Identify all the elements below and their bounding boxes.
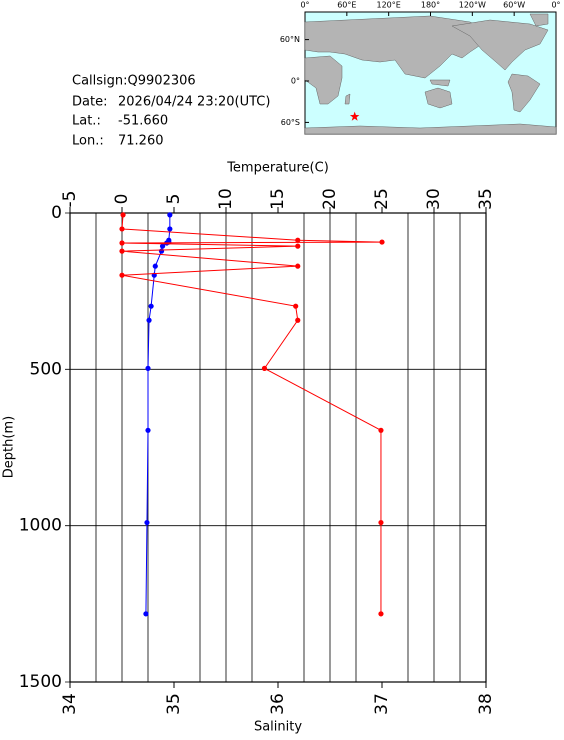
x-tick-label: 37 xyxy=(372,693,392,715)
profile-point xyxy=(119,272,125,278)
south-america xyxy=(507,73,541,113)
profile-point xyxy=(379,239,385,245)
indonesia xyxy=(429,79,451,87)
profile-point xyxy=(119,240,125,246)
madagascar xyxy=(344,93,351,105)
profile-point xyxy=(120,212,126,218)
x2-tick-label: 5 xyxy=(164,194,184,205)
australia xyxy=(424,87,453,109)
greenland xyxy=(529,13,549,27)
date-label: Date: xyxy=(72,95,107,110)
world-map: 0° 60°E 120°E 180° 120°W 60°W 0° 60°N 0° 60°S xyxy=(280,1,561,135)
profile-point xyxy=(143,611,149,617)
profile-point xyxy=(119,248,125,254)
map-lon-label: 0° xyxy=(551,1,560,10)
y-tick-label: 0 xyxy=(51,203,62,223)
x-tick-label: 36 xyxy=(268,693,288,715)
y-axis-title: Depth(m) xyxy=(2,416,17,478)
profile-point xyxy=(158,248,165,254)
profile-point xyxy=(144,519,150,526)
profile-point xyxy=(148,303,154,309)
x-axis-title: Salinity xyxy=(254,720,302,735)
x2-tick-label: 10 xyxy=(216,188,236,210)
profile-point xyxy=(295,263,301,269)
x-tick-label: 38 xyxy=(476,693,496,715)
profile-point xyxy=(145,427,151,433)
x2-tick-label: 15 xyxy=(268,188,288,210)
profile-point xyxy=(152,263,158,269)
profile-point xyxy=(378,519,384,526)
lat-value: -51.660 xyxy=(118,114,168,129)
x-tick-label: 34 xyxy=(60,693,80,715)
map-lon-label: 60°E xyxy=(337,1,356,10)
profile-point xyxy=(295,317,301,323)
lon-label: Lon.: xyxy=(72,134,104,149)
profile-point xyxy=(378,611,384,617)
map-lon-label: 120°W xyxy=(459,1,486,10)
lat-label: Lat.: xyxy=(72,114,101,129)
profile-point xyxy=(295,237,301,243)
map-lat-label: 0° xyxy=(291,77,300,86)
map-lon-label: 0° xyxy=(300,1,309,10)
map-lat-label: 60°S xyxy=(281,118,300,127)
profile-point xyxy=(295,243,301,249)
profile-point xyxy=(145,365,151,371)
profile-point xyxy=(119,226,125,232)
map-lon-label: 120°E xyxy=(377,1,401,10)
x2-tick-label: 20 xyxy=(320,188,340,210)
x-tick-label: 35 xyxy=(164,693,184,715)
profile-point xyxy=(159,243,166,249)
x2-tick-label: 25 xyxy=(372,188,392,210)
x2-tick-label: -5 xyxy=(60,191,80,208)
map-lon-label: 180° xyxy=(421,1,440,10)
plot-frame xyxy=(69,212,487,683)
callsign: Callsign:Q9902306 xyxy=(72,74,196,89)
float-location xyxy=(349,111,360,121)
profile-point xyxy=(378,427,384,433)
profile-point xyxy=(167,212,173,218)
profile-point xyxy=(167,226,173,232)
x2-tick-label: 30 xyxy=(424,188,444,210)
x2-tick-label: 0 xyxy=(112,194,132,205)
y-tick-label: 1000 xyxy=(19,516,62,536)
antarctica xyxy=(304,123,557,135)
profile-point xyxy=(146,317,152,323)
date: 2026/04/24 23:20(UTC) xyxy=(118,95,270,110)
y-tick-label: 1500 xyxy=(19,672,62,692)
y-tick-label: 500 xyxy=(30,359,62,379)
profile-point xyxy=(293,303,299,309)
x2-axis-title: Temperature(C) xyxy=(226,161,329,176)
x2-tick-label: 35 xyxy=(476,188,496,210)
north-america xyxy=(451,19,549,71)
map-lat-label: 60°N xyxy=(280,35,300,44)
africa xyxy=(304,55,343,105)
lon-value: 71.260 xyxy=(118,134,164,149)
profile-point xyxy=(261,365,268,371)
map-lon-label: 60°W xyxy=(503,1,525,10)
